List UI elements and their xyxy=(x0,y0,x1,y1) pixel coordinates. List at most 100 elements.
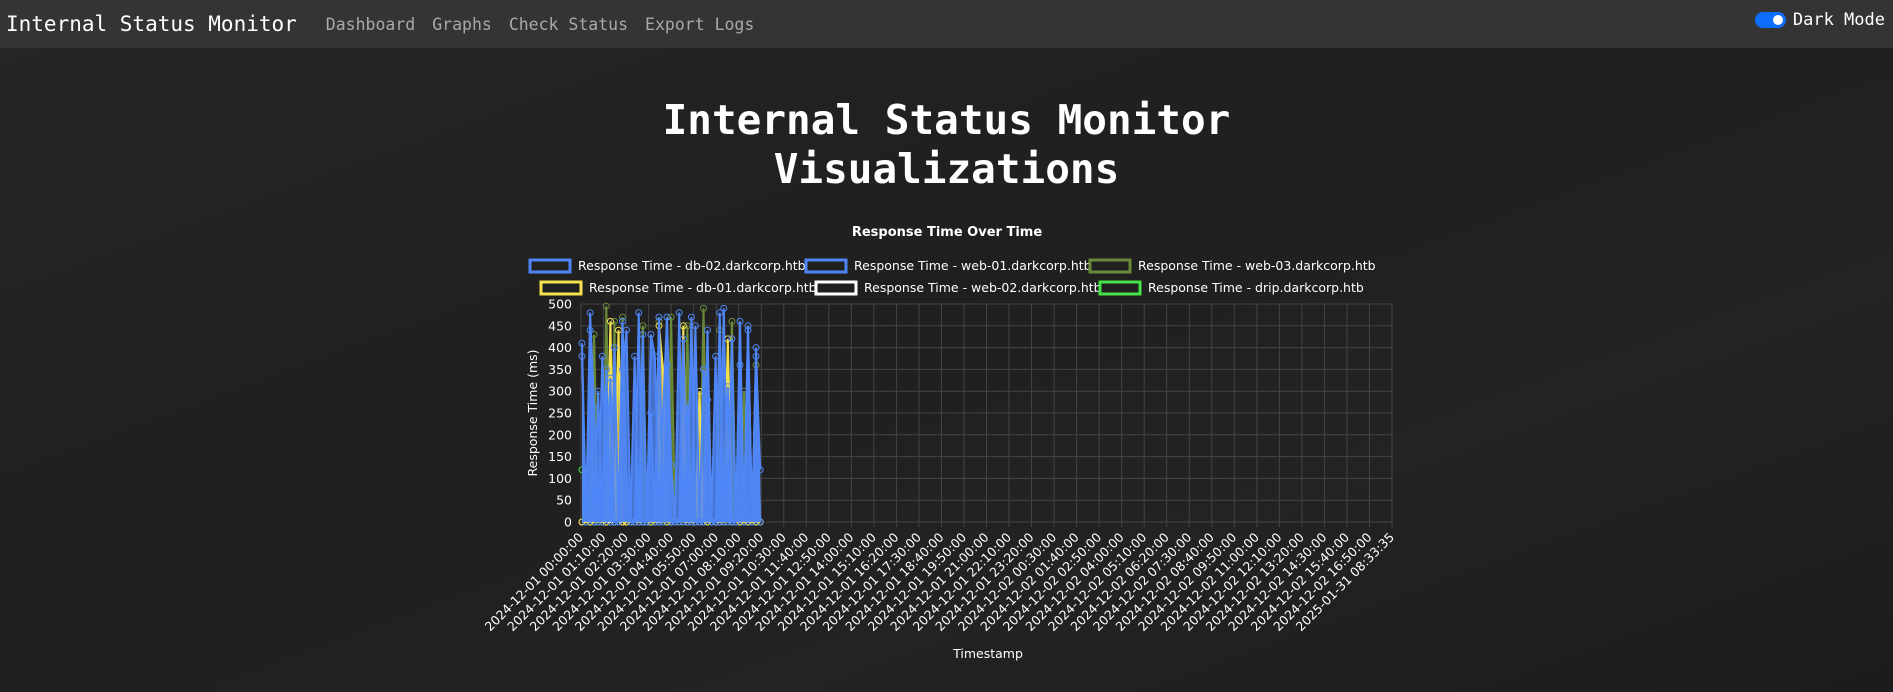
y-tick-label: 350 xyxy=(548,362,572,377)
y-tick-label: 250 xyxy=(548,406,572,421)
page-title-line1: Internal Status Monitor xyxy=(662,96,1231,144)
data-point xyxy=(708,518,716,526)
legend-swatch xyxy=(539,280,583,296)
data-point xyxy=(675,518,683,526)
data-point xyxy=(602,466,610,474)
legend-label: Response Time - db-01.darkcorp.htb xyxy=(589,280,817,295)
data-point xyxy=(740,518,748,526)
data-point xyxy=(606,317,614,325)
data-point xyxy=(744,326,752,334)
series-area xyxy=(582,321,761,522)
legend-label: Response Time - drip.darkcorp.htb xyxy=(1148,280,1364,295)
dark-mode-toggle[interactable]: Dark Mode xyxy=(1754,10,1885,30)
navbar-brand[interactable]: Internal Status Monitor xyxy=(6,12,297,36)
data-point xyxy=(732,518,740,526)
nav-export-logs-link[interactable]: Export Logs xyxy=(645,14,755,34)
data-point xyxy=(696,518,703,526)
y-tick-label: 300 xyxy=(548,384,572,399)
data-point xyxy=(586,309,594,317)
legend-swatch xyxy=(814,280,858,296)
data-point xyxy=(631,518,639,526)
data-point xyxy=(582,518,590,526)
y-tick-label: 50 xyxy=(556,493,572,508)
data-point xyxy=(704,326,711,334)
legend-swatch xyxy=(1098,280,1142,296)
data-point xyxy=(752,344,760,352)
data-point xyxy=(590,405,598,413)
y-tick-label: 450 xyxy=(548,318,572,333)
data-point xyxy=(700,304,707,312)
data-point xyxy=(619,313,626,321)
navbar: Internal Status Monitor Dashboard Graphs… xyxy=(0,0,1893,48)
data-point xyxy=(643,518,651,526)
legend-item[interactable]: Response Time - db-02.darkcorp.htb xyxy=(528,258,806,274)
data-point xyxy=(736,317,744,325)
data-point xyxy=(683,518,691,526)
data-point xyxy=(655,518,663,526)
page-title-line2: Visualizations xyxy=(773,145,1120,193)
legend-label: Response Time - web-01.darkcorp.htb xyxy=(854,258,1092,273)
legend-item[interactable]: Response Time - web-03.darkcorp.htb xyxy=(1088,258,1376,274)
nav-graphs-link[interactable]: Graphs xyxy=(432,14,492,34)
data-point xyxy=(647,331,655,338)
legend-label: Response Time - web-03.darkcorp.htb xyxy=(1138,258,1376,273)
data-point xyxy=(671,518,679,526)
data-point xyxy=(704,396,711,404)
legend-item[interactable]: Response Time - web-01.darkcorp.htb xyxy=(804,258,1092,274)
data-point xyxy=(598,352,606,360)
legend-label: Response Time - web-02.darkcorp.htb xyxy=(864,280,1102,295)
data-point xyxy=(679,335,687,343)
data-point xyxy=(594,518,602,526)
nav-dashboard-link[interactable]: Dashboard xyxy=(325,14,416,34)
legend-swatch xyxy=(1088,258,1132,274)
data-point xyxy=(610,344,618,352)
data-point xyxy=(700,365,707,373)
legend-item[interactable]: Response Time - drip.darkcorp.htb xyxy=(1098,280,1364,296)
data-point xyxy=(728,335,736,343)
data-point xyxy=(651,352,659,360)
dark-mode-switch[interactable] xyxy=(1754,12,1786,28)
data-point xyxy=(667,461,675,469)
data-point xyxy=(720,518,728,526)
data-point xyxy=(687,313,695,321)
data-point xyxy=(627,518,635,526)
dark-mode-label: Dark Mode xyxy=(1792,10,1885,30)
data-point xyxy=(712,518,720,526)
data-point xyxy=(663,313,671,321)
data-point xyxy=(639,518,647,526)
legend-item[interactable]: Response Time - db-01.darkcorp.htb xyxy=(539,280,817,296)
nav-check-status-link[interactable]: Check Status xyxy=(508,14,629,34)
legend-item[interactable]: Response Time - web-02.darkcorp.htb xyxy=(814,280,1102,296)
page-title: Internal Status Monitor Visualizations xyxy=(0,96,1893,194)
y-tick-label: 400 xyxy=(548,340,572,355)
data-point xyxy=(744,322,752,330)
data-point xyxy=(655,313,663,321)
data-point xyxy=(728,518,736,526)
data-point xyxy=(724,383,732,391)
legend-swatch xyxy=(528,258,572,274)
data-point xyxy=(578,339,586,347)
data-point xyxy=(623,326,630,334)
y-tick-label: 200 xyxy=(548,427,572,442)
y-tick-label: 150 xyxy=(548,449,572,464)
series-0 xyxy=(578,309,764,526)
data-point xyxy=(748,518,756,526)
data-point xyxy=(610,518,618,526)
y-tick-label: 0 xyxy=(564,515,572,530)
y-axis-label: Response Time (ms) xyxy=(525,349,540,476)
data-point xyxy=(752,352,760,360)
chart-title: Response Time Over Time xyxy=(852,225,1042,240)
x-axis-label: Timestamp xyxy=(952,646,1023,661)
data-point xyxy=(675,309,683,317)
data-point xyxy=(667,313,675,321)
series-line xyxy=(581,312,762,523)
nav-links: Dashboard Graphs Check Status Export Log… xyxy=(309,15,755,34)
data-point xyxy=(615,518,622,526)
data-point xyxy=(602,302,610,310)
data-point xyxy=(720,304,728,312)
data-point xyxy=(635,309,643,317)
legend-swatch xyxy=(804,258,848,274)
y-tick-label: 100 xyxy=(548,471,572,486)
switch-knob xyxy=(1772,15,1783,25)
